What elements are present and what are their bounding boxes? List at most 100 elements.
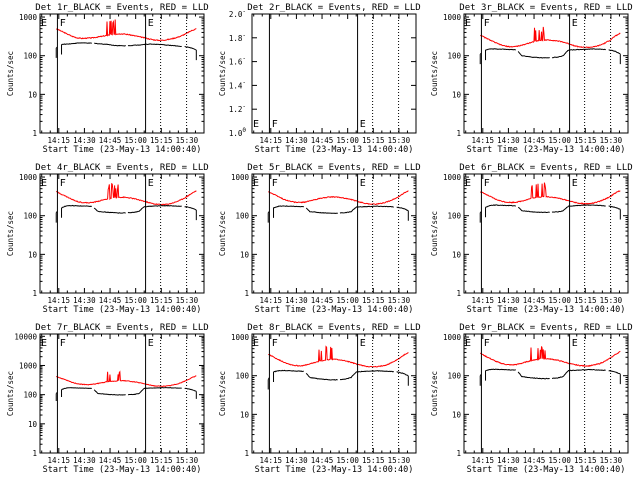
x-tick-label: 14:15 (48, 296, 71, 305)
y-tick-label: 10 (28, 250, 38, 259)
series-events (479, 204, 621, 223)
panel-det-4: Det 4r_BLACK = Events, RED = LLD 1 10 100 10… (6, 163, 209, 315)
y-tick-label: 1.00 (229, 127, 247, 138)
x-tick-label: 15:15 (150, 456, 173, 465)
flag-marker: E (253, 338, 259, 349)
x-tick-label: 14:45 (311, 136, 334, 145)
x-tick-label: 15:00 (124, 296, 147, 305)
series-events (267, 369, 409, 390)
x-axis-label: Start Time (23-May-13 14:00:40) (43, 145, 202, 155)
y-tick-label: 1 (244, 449, 249, 458)
series-events (55, 42, 197, 61)
y-tick-label: 1000 (19, 361, 38, 370)
panel-title: Det 9r_BLACK = Events, RED = LLD (459, 323, 632, 333)
panel-det-7: Det 7r_BLACK = Events, RED = LLD 1 10 100 10… (6, 323, 209, 475)
x-tick-label: 14:30 (497, 296, 520, 305)
y-tick-label: 1 (456, 449, 461, 458)
x-tick-label: 14:30 (73, 456, 96, 465)
x-tick-label: 15:30 (388, 136, 411, 145)
flag-marker: E (148, 338, 154, 349)
plot-area (55, 19, 197, 61)
panel-title: Det 1r_BLACK = Events, RED = LLD (35, 3, 208, 13)
y-tick-label: 10 (452, 410, 462, 419)
plot-frame (463, 173, 629, 294)
flag-marker: F (484, 18, 490, 29)
x-tick-label: 15:30 (600, 296, 623, 305)
x-tick-label: 14:45 (523, 136, 546, 145)
series-lld (56, 370, 197, 388)
x-axis-label: Start Time (23-May-13 14:00:40) (467, 145, 626, 155)
y-tick-label: 1000 (443, 333, 462, 342)
x-tick-label: 14:15 (260, 136, 283, 145)
y-tick-label: 1000 (443, 13, 462, 22)
y-tick-label: 1.2- (229, 103, 246, 114)
y-axis-label: Counts/sec (430, 371, 439, 416)
panel-title: Det 2r_BLACK = Events, RED = LLD (247, 3, 420, 13)
series-events (479, 48, 621, 65)
flag-marker: E (572, 18, 578, 29)
flag-marker: F (272, 178, 278, 189)
flag-marker: E (572, 338, 578, 349)
series-events (479, 368, 621, 386)
panel-title: Det 3r_BLACK = Events, RED = LLD (459, 3, 632, 13)
x-tick-label: 14:15 (472, 456, 495, 465)
x-tick-label: 15:30 (388, 456, 411, 465)
x-tick-label: 14:45 (523, 296, 546, 305)
x-tick-label: 15:30 (176, 136, 199, 145)
series-lld (480, 346, 621, 368)
x-tick-label: 15:00 (548, 296, 571, 305)
x-tick-label: 14:45 (99, 456, 122, 465)
x-tick-label: 15:00 (336, 456, 359, 465)
x-tick-label: 14:30 (497, 136, 520, 145)
plot-area (479, 346, 621, 386)
x-tick-label: 14:45 (311, 456, 334, 465)
y-tick-label: 100 (447, 52, 461, 61)
y-tick-label: 1000 (231, 173, 250, 182)
flag-marker: E (41, 178, 47, 189)
x-tick-label: 15:00 (336, 296, 359, 305)
x-axis-label: Start Time (23-May-13 14:00:40) (43, 465, 202, 475)
series-lld (268, 190, 409, 205)
x-tick-label: 14:45 (99, 296, 122, 305)
y-tick-label: 100 (447, 372, 461, 381)
y-tick-exponent: - (242, 103, 246, 110)
x-tick-label: 14:15 (472, 296, 495, 305)
panel-title: Det 7r_BLACK = Events, RED = LLD (35, 323, 208, 333)
plot-frame (463, 13, 629, 134)
y-tick-label: 10 (240, 410, 250, 419)
x-tick-label: 15:30 (388, 296, 411, 305)
flag-marker: E (41, 338, 47, 349)
y-tick-label: 1.4- (229, 79, 246, 90)
panel-det-6: Det 6r_BLACK = Events, RED = LLD 1 10 100 10… (430, 163, 633, 315)
panel-det-5: Det 5r_BLACK = Events, RED = LLD 1 10 100 10… (218, 163, 421, 315)
x-tick-label: 15:30 (176, 296, 199, 305)
plot-area (479, 182, 621, 223)
plot-area (267, 190, 409, 223)
x-axis-label: Start Time (23-May-13 14:00:40) (255, 465, 414, 475)
y-axis-label: Counts/sec (430, 51, 439, 96)
x-tick-label: 15:15 (362, 296, 385, 305)
y-tick-label: 1.8- (229, 32, 246, 43)
y-tick-label: 100 (23, 212, 37, 221)
y-tick-exponent: 0 (242, 127, 246, 134)
flag-marker: E (465, 178, 471, 189)
panel-det-1: Det 1r_BLACK = Events, RED = LLD 1 10 100 10… (6, 3, 209, 155)
x-tick-label: 14:15 (260, 296, 283, 305)
x-tick-label: 15:00 (124, 136, 147, 145)
y-tick-exponent: - (242, 8, 246, 15)
x-tick-label: 15:15 (574, 296, 597, 305)
x-tick-label: 14:15 (48, 136, 71, 145)
x-tick-label: 14:15 (472, 136, 495, 145)
panel-det-8: Det 8r_BLACK = Events, RED = LLD 1 10 100 10… (218, 323, 421, 475)
x-tick-label: 15:15 (362, 456, 385, 465)
plot-frame (251, 13, 417, 134)
x-tick-label: 15:15 (150, 296, 173, 305)
flag-marker: F (272, 119, 278, 130)
series-events (55, 387, 197, 402)
y-axis-label: Counts/sec (218, 371, 227, 416)
panel-det-9: Det 9r_BLACK = Events, RED = LLD 1 10 100 10… (430, 323, 633, 475)
y-tick-label: 1 (244, 289, 249, 298)
plot-area (55, 370, 197, 402)
y-tick-label: 100 (23, 391, 37, 400)
